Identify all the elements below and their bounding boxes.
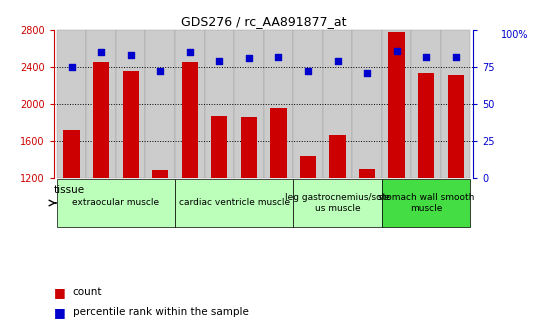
Bar xyxy=(204,30,234,177)
Title: GDS276 / rc_AA891877_at: GDS276 / rc_AA891877_at xyxy=(181,15,346,28)
Text: count: count xyxy=(73,287,102,297)
Point xyxy=(451,54,460,59)
Bar xyxy=(145,30,175,177)
Point xyxy=(245,55,253,61)
Point xyxy=(186,50,194,55)
Bar xyxy=(382,30,412,177)
Point xyxy=(422,54,430,59)
Text: ■: ■ xyxy=(54,286,66,299)
Bar xyxy=(211,116,228,177)
Bar xyxy=(152,170,168,177)
Text: tissue: tissue xyxy=(53,185,84,195)
Bar xyxy=(323,30,352,177)
Point xyxy=(274,54,282,59)
Bar xyxy=(359,169,375,177)
Bar xyxy=(382,178,471,227)
Bar xyxy=(63,130,80,177)
Bar xyxy=(86,30,116,177)
Bar xyxy=(329,135,345,177)
Point xyxy=(97,50,105,55)
Bar xyxy=(300,156,316,177)
Bar xyxy=(234,30,264,177)
Text: extraocular muscle: extraocular muscle xyxy=(72,199,159,208)
Bar xyxy=(175,178,293,227)
Text: leg gastrocnemius/sole
us muscle: leg gastrocnemius/sole us muscle xyxy=(285,193,390,213)
Point xyxy=(392,48,401,53)
Bar xyxy=(264,30,293,177)
Bar xyxy=(293,30,323,177)
Bar xyxy=(418,73,434,177)
Bar xyxy=(270,108,287,177)
Bar xyxy=(93,62,109,177)
Point xyxy=(126,53,135,58)
Point xyxy=(303,69,312,74)
Text: cardiac ventricle muscle: cardiac ventricle muscle xyxy=(179,199,289,208)
Bar xyxy=(123,71,139,177)
Bar xyxy=(56,178,175,227)
Point xyxy=(215,58,224,64)
Bar xyxy=(182,62,198,177)
Bar xyxy=(448,75,464,177)
Bar xyxy=(240,117,257,177)
Bar xyxy=(352,30,382,177)
Bar xyxy=(412,30,441,177)
Point xyxy=(67,65,76,70)
Text: 100%: 100% xyxy=(500,30,528,40)
Point xyxy=(363,70,371,76)
Bar xyxy=(116,30,145,177)
Point xyxy=(333,58,342,64)
Bar xyxy=(441,30,471,177)
Text: ■: ■ xyxy=(54,306,66,319)
Bar xyxy=(175,30,204,177)
Text: stomach wall smooth
muscle: stomach wall smooth muscle xyxy=(378,193,475,213)
Bar xyxy=(388,32,405,177)
Point xyxy=(156,69,165,74)
Bar xyxy=(293,178,382,227)
Text: percentile rank within the sample: percentile rank within the sample xyxy=(73,307,249,318)
Bar xyxy=(56,30,86,177)
